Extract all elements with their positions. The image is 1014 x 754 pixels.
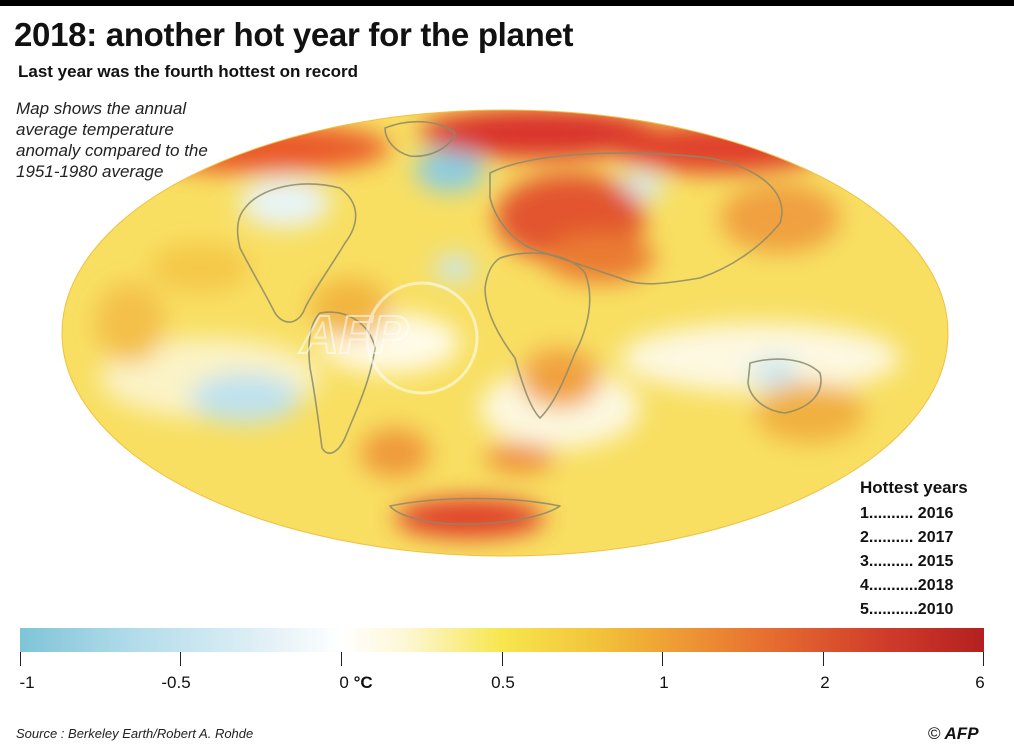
map-description: Map shows the annual average temperature…	[16, 99, 208, 181]
legend-unit: °C	[353, 673, 373, 692]
legend-tick	[502, 652, 503, 666]
svg-text:AFP: AFP	[298, 305, 409, 365]
color-scale-bar	[20, 628, 984, 652]
legend-tick-label: -0.5	[161, 673, 191, 692]
continent-outlines	[236, 120, 822, 525]
antarctica-outline	[389, 497, 561, 525]
legend-tick-label: 2	[820, 673, 830, 692]
legend-tick	[662, 652, 663, 666]
map-frame	[61, 109, 949, 557]
legend-tick	[20, 652, 21, 666]
hottest-years-header: Hottest years	[860, 478, 968, 497]
greenland-outline	[384, 120, 456, 158]
legend-tick	[341, 652, 342, 666]
legend-tick	[180, 652, 181, 666]
afp-credit: © AFP	[928, 724, 979, 744]
temperature-anomaly-map: AFP	[61, 109, 949, 557]
legend-zero-group: 0 °C	[339, 673, 372, 693]
afp-logo: AFP	[944, 724, 979, 743]
hottest-years-row: 3.......... 2015	[860, 553, 954, 570]
copyright-icon: ©	[928, 724, 941, 743]
africa-outline	[484, 252, 591, 419]
australia-outline	[747, 358, 822, 414]
legend-tick-label: -1	[19, 673, 35, 692]
hottest-years-box: Hottest years 1.......... 2016 2........…	[860, 478, 1000, 622]
afp-watermark: AFP	[297, 281, 479, 395]
legend-tick-label: 1	[659, 673, 669, 692]
south-america-outline	[308, 311, 376, 454]
source-credit: Source : Berkeley Earth/Robert A. Rohde	[16, 726, 254, 741]
page-subtitle: Last year was the fourth hottest on reco…	[18, 62, 359, 81]
hottest-years-row: 1.......... 2016	[860, 505, 954, 522]
eurasia-outline	[489, 152, 783, 285]
hottest-years-row: 5...........2010	[860, 601, 954, 618]
hottest-years-row: 4...........2018	[860, 577, 954, 594]
legend-tick-label: 0	[339, 673, 349, 692]
page-title: 2018: another hot year for the planet	[14, 16, 574, 53]
legend-tick-label: 6	[975, 673, 985, 692]
hottest-years-row: 2.......... 2017	[860, 529, 954, 546]
north-america-outline	[236, 183, 357, 323]
top-rule	[0, 0, 1014, 6]
legend-tick	[983, 652, 984, 666]
legend-tick	[823, 652, 824, 666]
legend-tick-label: 0.5	[491, 673, 515, 692]
